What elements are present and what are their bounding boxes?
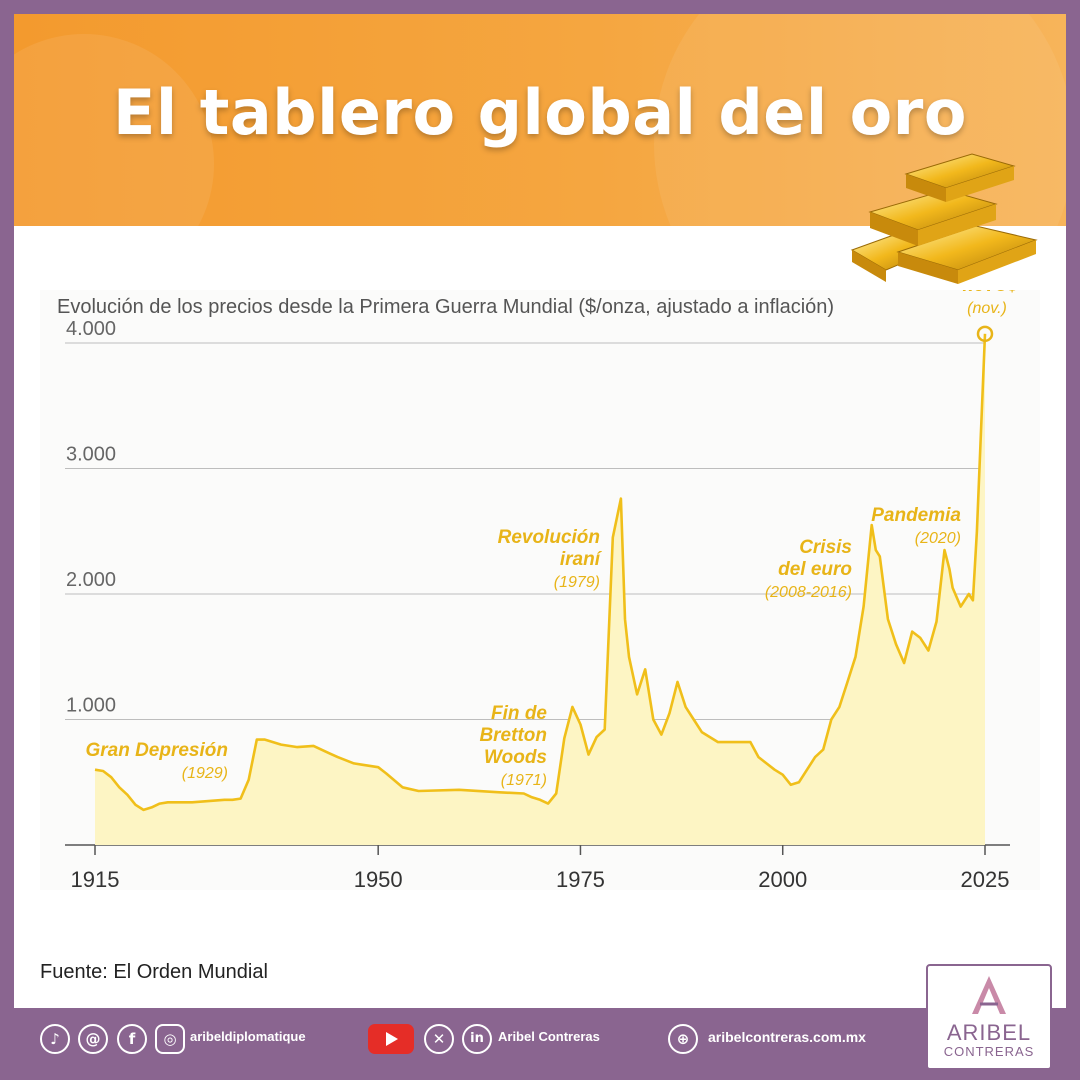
gold-price-chart: 1.000 2.000 3.000 4.000 1915 1950 1975 2000 202…: [65, 274, 1018, 892]
annotation-label: Crisis: [799, 537, 852, 558]
facebook-icon[interactable]: f: [117, 1024, 147, 1054]
gold-bars-icon: [850, 153, 1038, 284]
peak-date-label: (nov.): [967, 300, 1007, 317]
y-tick-label: 4.000: [66, 318, 116, 340]
website-link[interactable]: aribelcontreras.com.mx: [708, 1029, 866, 1045]
chart-subtitle: Evolución de los precios desde la Primer…: [57, 296, 835, 318]
page-title: El tablero global del oro: [113, 76, 967, 149]
annotation-label: Woods: [484, 747, 547, 768]
logo-mark-icon: [972, 976, 1006, 1014]
annotation-label: iraní: [560, 549, 603, 570]
price-line: [94, 333, 987, 812]
annotation-label: Gran Depresión: [85, 740, 228, 761]
logo-name: ARIBEL: [946, 1020, 1032, 1045]
brand-logo: ARIBEL CONTRERAS: [926, 964, 1052, 1070]
linkedin-icon[interactable]: in: [462, 1024, 492, 1054]
header-banner: El tablero global del oro: [14, 14, 1066, 226]
youtube-icon[interactable]: [368, 1024, 414, 1054]
annotation-sublabel: (1979): [554, 574, 600, 591]
peak-value-label: 4.073$: [956, 290, 1017, 296]
annotation: Gran Depresión (1929): [85, 740, 228, 782]
price-area: [95, 333, 985, 845]
name-handle[interactable]: Aribel Contreras: [498, 1029, 600, 1044]
annotation-label: Fin de: [491, 703, 547, 724]
y-tick-label: 1.000: [66, 695, 116, 717]
annotation-sublabel: (2020): [915, 530, 961, 547]
y-tick-label: 2.000: [66, 569, 116, 591]
x-tick-label: 2025: [961, 867, 1010, 890]
tiktok-icon[interactable]: ♪: [40, 1024, 70, 1054]
annotation-label: Pandemia: [871, 505, 961, 526]
annotation-sublabel: (2008-2016): [765, 584, 852, 601]
y-tick-label: 3.000: [66, 444, 116, 466]
logo-subname: CONTRERAS: [943, 1044, 1035, 1059]
x-icon[interactable]: ✕: [424, 1024, 454, 1054]
x-tick-label: 1950: [354, 867, 403, 890]
banner-decoration: [654, 14, 1066, 226]
annotation-label: del euro: [778, 559, 852, 580]
globe-icon[interactable]: ⊕: [668, 1024, 698, 1054]
annotation-sublabel: (1971): [501, 772, 547, 789]
x-tick-label: 1915: [71, 867, 120, 890]
chart-area: 1.000 2.000 3.000 4.000 1915 1950 1975 2000 202…: [40, 274, 1040, 892]
peak-marker: [976, 325, 994, 343]
annotation-sublabel: (1929): [182, 765, 228, 782]
annotation-label: Revolución: [498, 527, 600, 548]
x-tick-label: 2000: [758, 867, 807, 890]
social-handle[interactable]: aribeldiplomatique: [190, 1029, 306, 1044]
instagram-icon[interactable]: ◎: [155, 1024, 185, 1054]
threads-icon[interactable]: @: [78, 1024, 108, 1054]
annotation-label: Bretton: [479, 725, 547, 746]
annotation: Pandemia (2020): [871, 505, 961, 547]
x-tick-label: 1975: [556, 867, 605, 890]
source-note: Fuente: El Orden Mundial: [40, 961, 268, 983]
